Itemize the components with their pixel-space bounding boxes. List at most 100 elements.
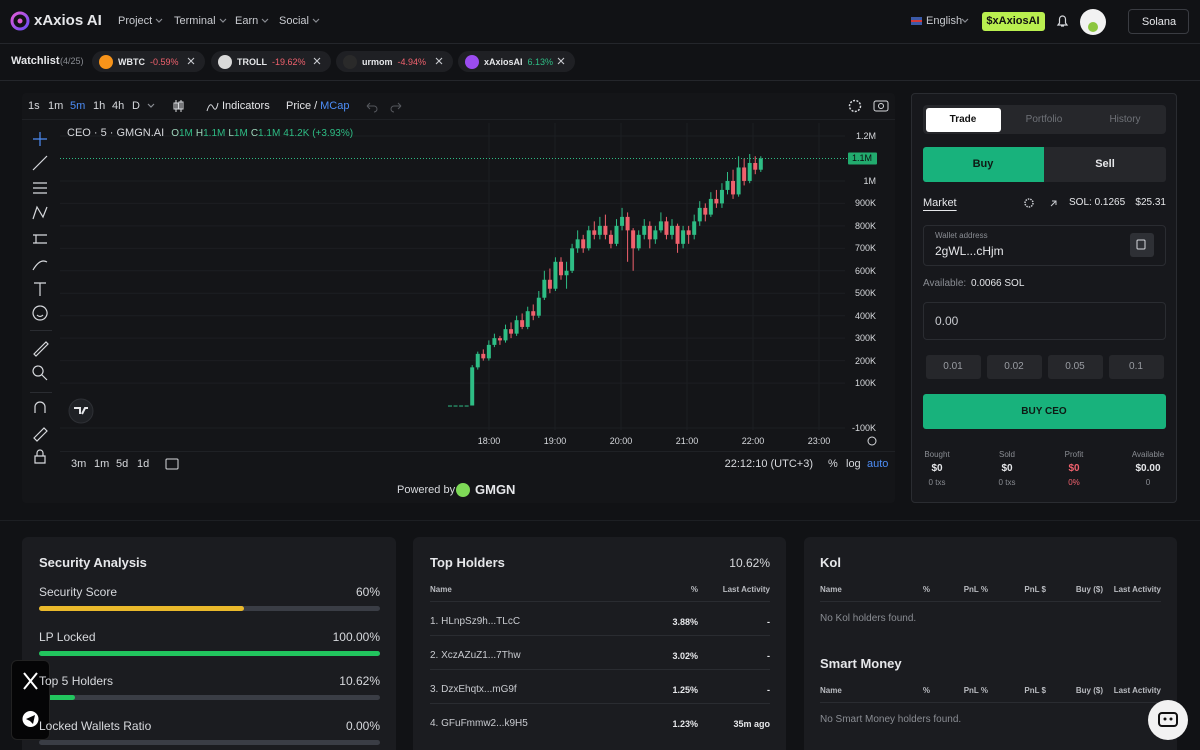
interval[interactable]: 1m [48, 100, 64, 112]
metric-track [39, 739, 380, 745]
sell-tab[interactable] [1044, 147, 1166, 182]
gmgn-logo [456, 483, 470, 497]
candle-body [575, 239, 580, 249]
range-button[interactable]: 5d [116, 458, 129, 470]
watchlist-pill[interactable]: urmom -4.94% [336, 51, 453, 72]
pair-label: CEO · 5 · GMGN.AI [67, 127, 165, 139]
ohlc-key: H [195, 127, 204, 139]
preset-button[interactable]: 0.01 [926, 355, 981, 379]
menu-item[interactable]: Terminal [174, 15, 216, 27]
stat-value: $0 [1001, 463, 1013, 474]
range-button[interactable]: 1m [94, 458, 110, 470]
menu-item[interactable]: Earn [235, 15, 259, 27]
column-header: Last Activity [1113, 686, 1161, 695]
trade-tab[interactable]: Portfolio [1025, 114, 1063, 125]
mcap-toggle[interactable]: MCap [320, 100, 350, 112]
watchlist-pill[interactable]: WBTC -0.59% [92, 51, 205, 72]
indicator-icon [206, 102, 219, 112]
redo-icon [390, 102, 402, 113]
holder-name[interactable]: 2. XczAZuZ1...7Thw [430, 650, 521, 661]
submit-button[interactable] [923, 394, 1166, 429]
tool-divider [30, 330, 52, 331]
price-mcap-toggle[interactable]: Price / MCap [286, 98, 349, 114]
language[interactable]: English [926, 15, 963, 27]
interval[interactable]: D [132, 100, 140, 112]
price-toggle[interactable]: Price [286, 100, 312, 112]
candle-body [497, 338, 502, 341]
stat-sub: 0% [1068, 478, 1080, 487]
coin-icon [343, 54, 357, 69]
camera-icon [873, 100, 889, 112]
preset-button[interactable]: 0.1 [1109, 355, 1164, 379]
scale-option[interactable]: auto [867, 458, 889, 470]
amount-input[interactable] [923, 302, 1166, 340]
row-divider [820, 702, 1161, 703]
drawing-tool [33, 132, 47, 146]
holders-card [413, 537, 786, 750]
settings-icon [848, 99, 862, 113]
column-header: Name [820, 686, 842, 695]
x-tick-label: 23:00 [807, 436, 831, 446]
watchlist-pill[interactable]: xAxiosAI 6.13% [458, 51, 575, 72]
security-card [22, 537, 396, 750]
toggle-separator: / [314, 100, 318, 112]
scale-option[interactable]: log [846, 458, 861, 470]
holder-name[interactable]: 3. DzxEhqtx...mG9f [430, 684, 517, 695]
interval[interactable]: 1s [28, 100, 40, 112]
preset-button[interactable]: 0.05 [1048, 355, 1103, 379]
column-header: PnL % [963, 686, 988, 695]
interval[interactable]: 4h [112, 100, 125, 112]
buy-tab[interactable] [923, 147, 1044, 182]
scale-option[interactable]: % [828, 458, 838, 470]
metric-label: Top 5 Holders [39, 674, 114, 689]
stat-value: $0 [1068, 463, 1080, 474]
metric-value: 60% [355, 585, 380, 599]
menu-item[interactable]: Project [118, 15, 153, 27]
holder-name[interactable]: 1. HLnpSz9h...TLcC [430, 616, 521, 627]
ohlc-value: 1.1M [258, 127, 281, 139]
candle-body [736, 167, 741, 195]
brand: xAxios AI [34, 12, 102, 29]
candle-body [453, 405, 458, 407]
x-tick-label: 19:00 [543, 436, 567, 446]
sol-balance: SOL: 0.1265 [1069, 197, 1126, 208]
watchlist-pill[interactable]: TROLL -19.62% [211, 51, 331, 72]
candle-body [686, 230, 691, 235]
token-button[interactable]: $xAxiosAI [982, 12, 1045, 31]
metric-bar [39, 606, 244, 611]
calendar-icon [165, 458, 179, 470]
trade-tab[interactable]: History [1109, 114, 1141, 125]
candle-body [747, 162, 752, 181]
range-button[interactable]: 1d [137, 458, 150, 470]
chatbot-button[interactable] [1148, 700, 1188, 740]
y-tick-label: 200K [854, 355, 876, 366]
holder-percent: 1.23% [672, 719, 698, 729]
menu-item[interactable]: Social [279, 15, 309, 27]
network-button[interactable]: Solana [1128, 9, 1189, 34]
drawing-tool [33, 427, 48, 442]
ohlc-key: L [228, 127, 234, 139]
copy-button[interactable] [1130, 233, 1154, 257]
holder-percent: 3.88% [672, 617, 698, 627]
card-title: Smart Money [820, 656, 902, 671]
holder-name[interactable]: 4. GFuFmmw2...k9H5 [430, 718, 528, 729]
trade-tab[interactable]: Trade [949, 114, 977, 125]
stat-label: Profit [1064, 450, 1084, 459]
preset-button[interactable]: 0.02 [987, 355, 1042, 379]
range-button[interactable]: 3m [71, 458, 87, 470]
interval[interactable]: 1h [93, 100, 106, 112]
column-header: Name [430, 585, 452, 594]
candle-body [719, 189, 724, 204]
undo-icon [366, 102, 378, 113]
stat-label: Available [1131, 450, 1165, 459]
gear-icon [1024, 198, 1034, 208]
indicators-button[interactable]: Indicators [222, 100, 270, 112]
holder-percent: 3.02% [672, 651, 698, 661]
chevron [219, 18, 227, 23]
candle-body [708, 198, 713, 215]
candle-body [464, 405, 469, 407]
order-type[interactable]: Market [923, 197, 957, 209]
interval[interactable]: 5m [70, 100, 86, 112]
y-tick-label: 700K [854, 243, 876, 254]
drawing-tool [34, 282, 46, 296]
